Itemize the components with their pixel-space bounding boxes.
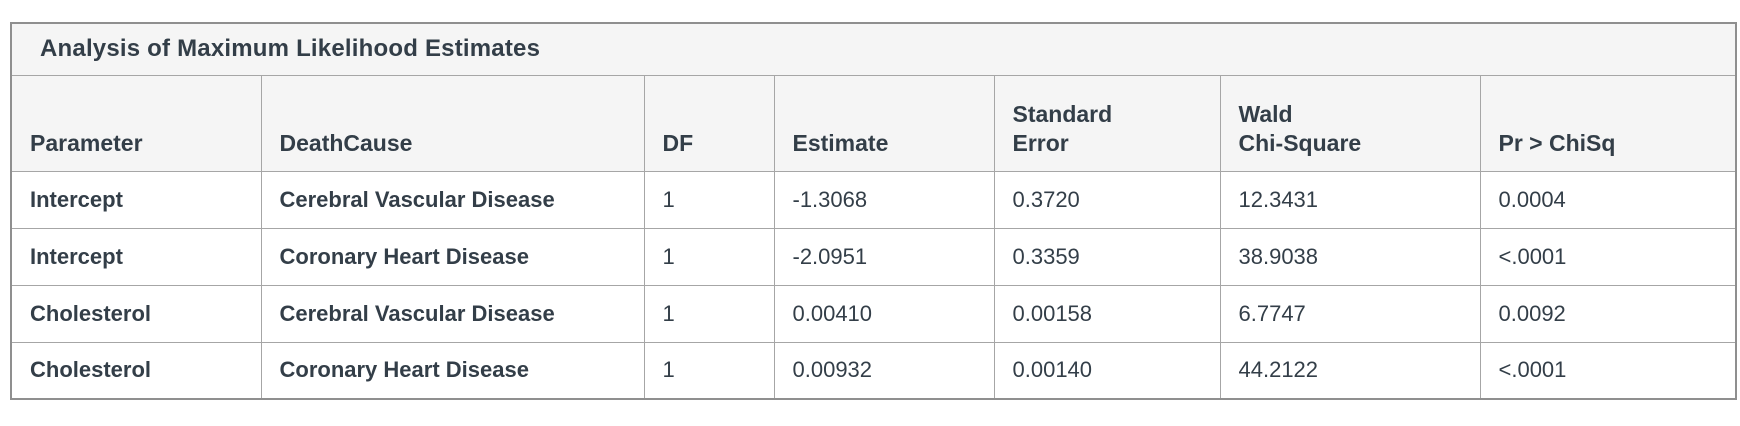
- cell-df: 1: [643, 341, 775, 400]
- cell-df: 1: [643, 170, 775, 229]
- cell-deathcause: Coronary Heart Disease: [260, 341, 645, 400]
- cell-prchisq: 0.0092: [1479, 284, 1737, 343]
- cell-estimate: -1.3068: [773, 170, 995, 229]
- table-header-row: Parameter DeathCause DF Estimate Standar…: [10, 74, 1737, 172]
- cell-stderror: 0.00158: [993, 284, 1221, 343]
- cell-deathcause: Coronary Heart Disease: [260, 227, 645, 286]
- cell-df: 1: [643, 227, 775, 286]
- table-row: Intercept Cerebral Vascular Disease 1 -1…: [10, 170, 1737, 229]
- column-header-df: DF: [643, 74, 775, 172]
- cell-parameter: Cholesterol: [10, 284, 262, 343]
- cell-stderror: 0.3720: [993, 170, 1221, 229]
- cell-parameter: Cholesterol: [10, 341, 262, 400]
- column-header-wald: Wald Chi-Square: [1219, 74, 1481, 172]
- cell-estimate: 0.00410: [773, 284, 995, 343]
- cell-estimate: -2.0951: [773, 227, 995, 286]
- column-header-deathcause: DeathCause: [260, 74, 645, 172]
- table-title-row: Analysis of Maximum Likelihood Estimates: [10, 22, 1737, 76]
- cell-prchisq: <.0001: [1479, 227, 1737, 286]
- table-row: Cholesterol Cerebral Vascular Disease 1 …: [10, 284, 1737, 343]
- cell-stderror: 0.00140: [993, 341, 1221, 400]
- cell-df: 1: [643, 284, 775, 343]
- cell-parameter: Intercept: [10, 227, 262, 286]
- cell-deathcause: Cerebral Vascular Disease: [260, 170, 645, 229]
- cell-wald: 6.7747: [1219, 284, 1481, 343]
- cell-prchisq: <.0001: [1479, 341, 1737, 400]
- cell-stderror: 0.3359: [993, 227, 1221, 286]
- results-page: Analysis of Maximum Likelihood Estimates…: [10, 22, 1738, 400]
- cell-deathcause: Cerebral Vascular Disease: [260, 284, 645, 343]
- column-header-estimate: Estimate: [773, 74, 995, 172]
- column-header-parameter: Parameter: [10, 74, 262, 172]
- cell-prchisq: 0.0004: [1479, 170, 1737, 229]
- table-row: Intercept Coronary Heart Disease 1 -2.09…: [10, 227, 1737, 286]
- cell-wald: 38.9038: [1219, 227, 1481, 286]
- table-row: Cholesterol Coronary Heart Disease 1 0.0…: [10, 341, 1737, 400]
- table-title: Analysis of Maximum Likelihood Estimates: [10, 22, 1737, 76]
- cell-wald: 44.2122: [1219, 341, 1481, 400]
- cell-parameter: Intercept: [10, 170, 262, 229]
- mle-results-table: Analysis of Maximum Likelihood Estimates…: [10, 22, 1738, 400]
- cell-wald: 12.3431: [1219, 170, 1481, 229]
- column-header-stderror: Standard Error: [993, 74, 1221, 172]
- cell-estimate: 0.00932: [773, 341, 995, 400]
- column-header-prchisq: Pr > ChiSq: [1479, 74, 1737, 172]
